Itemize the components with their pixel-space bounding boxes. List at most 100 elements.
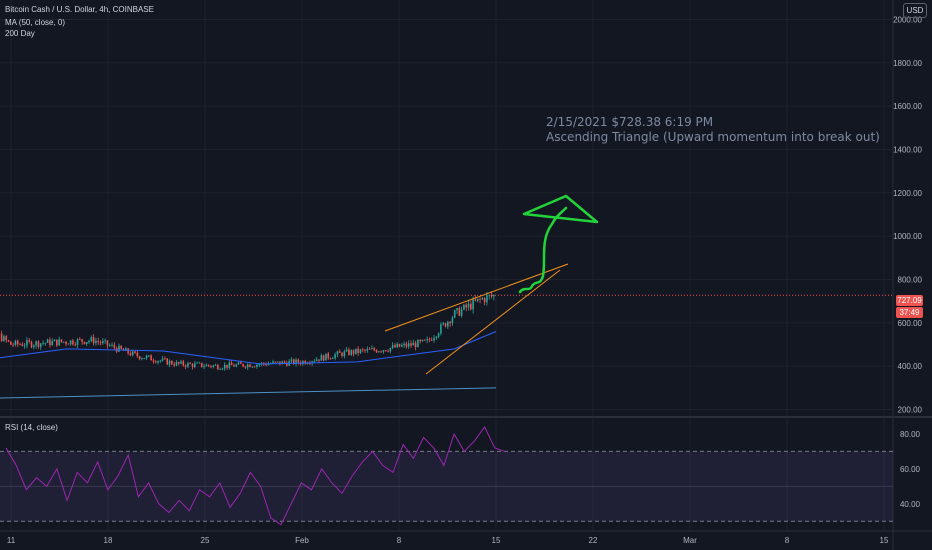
- candle-body: [99, 341, 102, 344]
- candle-body: [322, 355, 325, 361]
- price-axis-label: 2000.00: [893, 16, 922, 25]
- candle-body: [191, 363, 194, 368]
- candle-body: [398, 343, 401, 347]
- candle-body: [253, 366, 256, 368]
- candle-body: [30, 341, 33, 348]
- candle-body: [111, 344, 113, 346]
- candle-body: [19, 344, 21, 345]
- candle-body: [327, 353, 330, 359]
- candle-body: [332, 358, 334, 359]
- candle-body: [465, 304, 468, 308]
- candle-body: [65, 341, 67, 344]
- candle-body: [127, 348, 129, 354]
- price-axis-label: 1400.00: [893, 146, 922, 155]
- time-axis-label: 8: [785, 536, 790, 545]
- candle-body: [23, 345, 26, 347]
- rsi-axis-label: 80.00: [900, 430, 921, 439]
- candle-body: [180, 361, 182, 364]
- price-axis-label: 1600.00: [893, 102, 922, 111]
- chart-annotation[interactable]: 2/15/2021 $728.38 6:19 PM Ascending Tria…: [546, 115, 880, 145]
- ma200-line: [0, 387, 497, 399]
- price-axis-label: 1800.00: [893, 59, 922, 68]
- candle-body: [214, 365, 217, 366]
- candle-body: [141, 358, 143, 360]
- time-axis-label: 22: [589, 536, 598, 545]
- candle-body: [184, 365, 187, 367]
- candle-body: [0, 333, 3, 342]
- annotation-line-2: Ascending Triangle (Upward momentum into…: [546, 130, 880, 144]
- candle-body: [433, 337, 435, 341]
- annotation-line-1: 2/15/2021 $728.38 6:19 PM: [546, 115, 714, 129]
- candle-body: [389, 347, 392, 352]
- candle-body: [168, 360, 171, 365]
- candle-body: [120, 345, 123, 349]
- candle-body: [154, 361, 157, 363]
- ma-legend[interactable]: MA (50, close, 0): [5, 18, 66, 27]
- candle-body: [292, 359, 295, 364]
- candle-body: [359, 349, 362, 353]
- candle-body: [428, 339, 431, 341]
- candle-body: [210, 365, 212, 367]
- candle-body: [320, 355, 323, 361]
- candle-body: [341, 352, 343, 357]
- candle-body: [219, 369, 221, 370]
- candle-body: [315, 359, 318, 361]
- candle-body: [97, 340, 100, 342]
- candle-body: [297, 359, 300, 363]
- candle-body: [143, 358, 146, 360]
- symbol-legend[interactable]: Bitcoin Cash / U.S. Dollar, 4h, COINBASE: [5, 5, 154, 14]
- candle-body: [69, 340, 72, 345]
- candle-body: [458, 308, 461, 316]
- rsi-axis-label: 60.00: [900, 465, 921, 474]
- time-axis-label: Feb: [295, 536, 309, 545]
- candle-body: [258, 364, 261, 366]
- price-axis-label: 1200.00: [893, 189, 922, 198]
- candle-body: [44, 342, 47, 344]
- candle-body: [290, 359, 293, 362]
- ma200-legend[interactable]: 200 Day: [5, 29, 35, 38]
- candle-body: [14, 340, 17, 346]
- candle-body: [56, 339, 58, 346]
- candle-body: [442, 323, 445, 325]
- candle-body: [203, 366, 205, 368]
- candle-body: [90, 337, 93, 341]
- candle-body: [364, 349, 366, 351]
- time-axis-label: 8: [397, 536, 402, 545]
- candle-body: [474, 299, 477, 301]
- candle-body: [177, 362, 180, 364]
- candle-body: [131, 351, 134, 356]
- candle-body: [447, 321, 449, 327]
- candle-body: [437, 333, 440, 337]
- candle-body: [125, 348, 127, 351]
- ma50-line: [0, 331, 497, 365]
- candle-body: [58, 339, 60, 346]
- candle-body: [453, 310, 456, 318]
- time-axis-label: 18: [104, 536, 113, 545]
- candle-body: [267, 363, 270, 366]
- candle-body: [12, 344, 14, 346]
- rsi-legend[interactable]: RSI (14, close): [5, 423, 58, 432]
- candle-body: [237, 362, 240, 365]
- candle-body: [159, 360, 162, 362]
- candle-body: [366, 348, 369, 351]
- candle-body: [171, 360, 173, 365]
- candle-body: [256, 364, 258, 367]
- candle-body: [249, 364, 251, 368]
- candle-body: [226, 364, 228, 368]
- candle-body: [194, 363, 196, 368]
- candle-body: [419, 340, 422, 342]
- candle-body: [348, 349, 350, 355]
- candle-body: [467, 303, 470, 308]
- candle-body: [138, 356, 141, 359]
- candle-body: [472, 299, 474, 310]
- candle-body: [246, 364, 249, 368]
- candle-body: [102, 341, 104, 344]
- candle-body: [391, 345, 394, 348]
- currency-button[interactable]: USD: [903, 3, 927, 18]
- candle-body: [414, 342, 417, 348]
- candle-body: [451, 317, 454, 324]
- candle-body: [410, 343, 412, 346]
- candle-body: [313, 360, 316, 362]
- candle-body: [417, 340, 419, 348]
